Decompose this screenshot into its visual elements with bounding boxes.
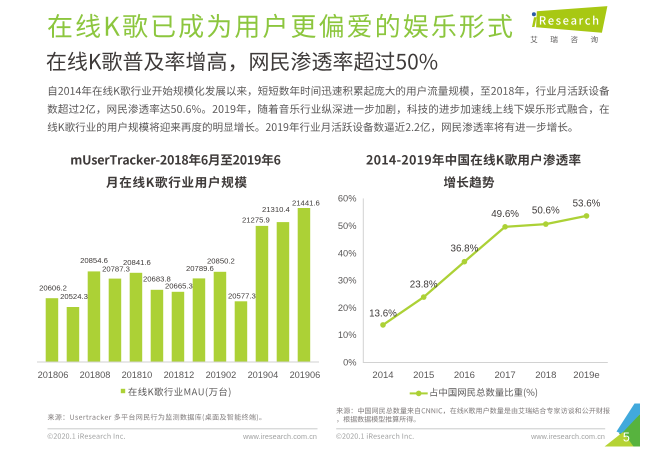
- svg-text:20524.3: 20524.3: [60, 292, 88, 301]
- svg-text:0%: 0%: [343, 357, 356, 367]
- svg-text:20%: 20%: [338, 303, 357, 313]
- svg-text:20606.2: 20606.2: [39, 284, 67, 293]
- svg-text:2019e: 2019e: [573, 370, 599, 381]
- svg-text:www.iresearch.com.cn: www.iresearch.com.cn: [530, 432, 605, 441]
- svg-text:50%: 50%: [338, 221, 357, 231]
- svg-text:30%: 30%: [338, 276, 357, 286]
- svg-text:23.8%: 23.8%: [410, 280, 438, 291]
- svg-text:201808: 201808: [80, 370, 111, 380]
- svg-text:2017: 2017: [495, 370, 516, 381]
- svg-text:201904: 201904: [248, 370, 279, 380]
- svg-text:20789.6: 20789.6: [186, 264, 214, 273]
- svg-text:40%: 40%: [338, 248, 357, 258]
- svg-text:36.8%: 36.8%: [451, 244, 479, 255]
- svg-text:49.6%: 49.6%: [491, 209, 519, 220]
- svg-text:20577.3: 20577.3: [228, 291, 256, 300]
- svg-text:13.6%: 13.6%: [369, 308, 397, 319]
- svg-text:20787.3: 20787.3: [102, 265, 130, 274]
- svg-text:50.6%: 50.6%: [532, 206, 560, 217]
- svg-text:10%: 10%: [338, 330, 357, 340]
- svg-text:21275.9: 21275.9: [242, 215, 270, 224]
- svg-text:53.6%: 53.6%: [573, 198, 601, 209]
- svg-text:60%: 60%: [338, 194, 357, 204]
- svg-text:201812: 201812: [164, 370, 195, 380]
- svg-text:20854.6: 20854.6: [80, 256, 108, 265]
- svg-text:201806: 201806: [38, 370, 69, 380]
- svg-text:20841.6: 20841.6: [123, 258, 151, 267]
- svg-text:5: 5: [623, 430, 630, 444]
- svg-text:21310.4: 21310.4: [262, 205, 291, 214]
- svg-text:2014: 2014: [372, 370, 393, 381]
- svg-text:20683.8: 20683.8: [143, 275, 171, 284]
- svg-text:2018: 2018: [535, 370, 556, 381]
- svg-text:2016: 2016: [454, 370, 475, 381]
- svg-text:201906: 201906: [290, 370, 321, 380]
- svg-text:20665.3: 20665.3: [165, 282, 193, 291]
- svg-text:20850.2: 20850.2: [207, 256, 235, 265]
- svg-text:201810: 201810: [122, 370, 153, 380]
- svg-text:2015: 2015: [413, 370, 434, 381]
- svg-text:21441.6: 21441.6: [292, 199, 320, 208]
- svg-text:www.iresearch.com.cn: www.iresearch.com.cn: [242, 432, 317, 441]
- svg-text:201902: 201902: [206, 370, 237, 380]
